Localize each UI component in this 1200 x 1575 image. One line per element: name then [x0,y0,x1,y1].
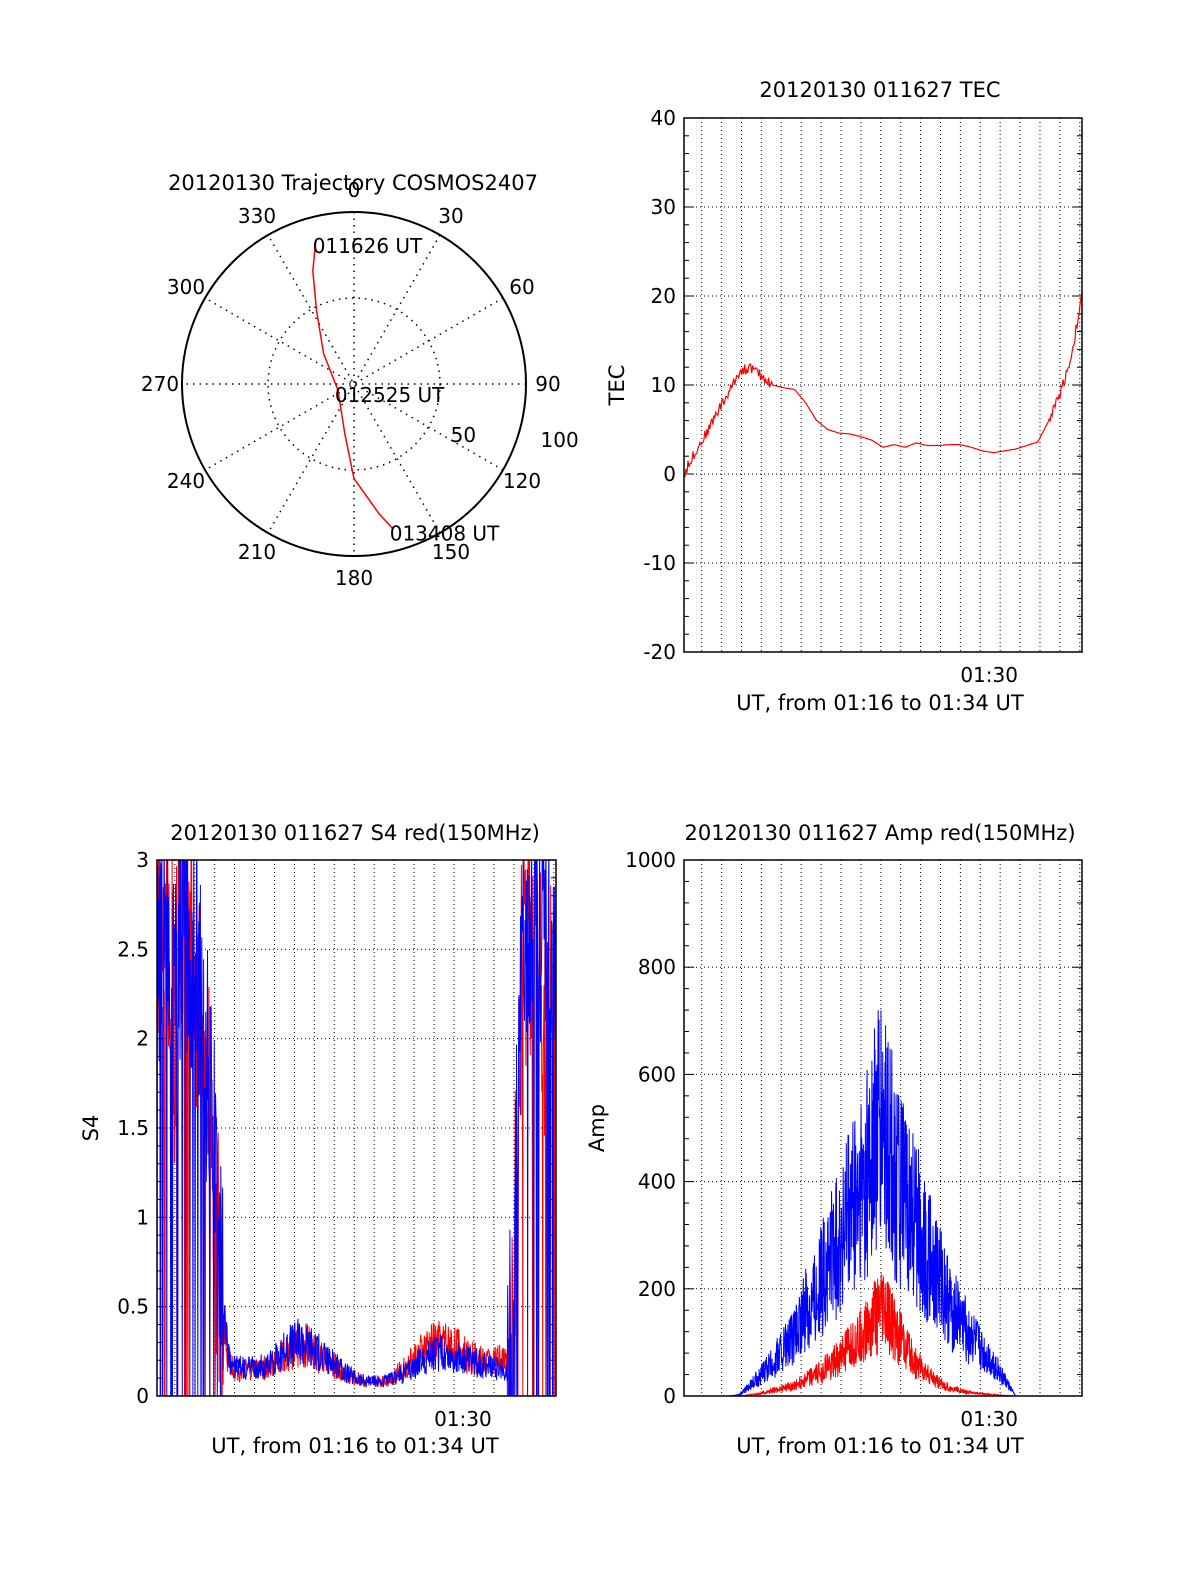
y-tick-label: 3 [136,848,149,872]
s4-xlabel: UT, from 01:16 to 01:34 UT [211,1434,499,1458]
series-red-line [684,291,1082,479]
polar-angle-label: 150 [432,540,470,564]
plot-data [157,860,556,1396]
y-tick-label: 0 [663,462,676,486]
s4-panel: 20120130 011627 S4 red(150MHz) S4 UT, fr… [79,821,557,1458]
y-tick-label: 2.5 [117,937,149,961]
tec-ylabel: TEC [605,365,629,407]
polar-time-annotation: 011626 UT [313,234,423,258]
y-tick-label: -20 [643,640,676,664]
y-tick-label: 2 [136,1027,149,1051]
y-tick-label: 0 [663,1384,676,1408]
polar-angle-label: 300 [167,275,205,299]
y-tick-label: 40 [651,106,676,130]
polar-angle-label: 60 [509,275,534,299]
polar-angle-label: 270 [141,372,179,396]
x-tick-label: 01:30 [960,1407,1018,1431]
y-tick-label: 400 [638,1170,676,1194]
amp-title: 20120130 011627 Amp red(150MHz) [684,821,1075,845]
tec-xlabel: UT, from 01:16 to 01:34 UT [736,691,1024,715]
amp-panel: 20120130 011627 Amp red(150MHz) Amp UT, … [585,821,1083,1458]
series-blue-line [684,1010,1082,1396]
tec-panel: 20120130 011627 TEC TEC UT, from 01:16 t… [605,78,1083,715]
y-tick-label: 800 [638,955,676,979]
x-tick-label: 01:30 [434,1407,492,1431]
y-tick-label: 1 [136,1205,149,1229]
y-tick-label: 0.5 [117,1295,149,1319]
polar-trajectory-line [312,241,394,530]
series-red-line [684,1273,1082,1396]
y-tick-label: 600 [638,1062,676,1086]
y-tick-label: 200 [638,1277,676,1301]
series-blue-line [157,860,556,1396]
plot-frame [683,117,1083,653]
polar-grid [181,211,527,557]
polar-title: 20120130 Trajectory COSMOS2407 [168,171,538,195]
polar-angle-label: 210 [238,540,276,564]
polar-angle-label: 0 [348,178,361,202]
polar-grid-spoke [204,297,504,471]
y-tick-label: -10 [643,551,676,575]
tec-title: 20120130 011627 TEC [759,78,1000,102]
plot-frame [683,859,1083,1397]
polar-annotations: 011626 UT 012525 UT 013408 UT [313,234,500,545]
polar-angle-label: 240 [167,469,205,493]
polar-radius-label: 50 [451,423,476,447]
y-tick-label: 20 [651,284,676,308]
plot-data [684,291,1082,479]
y-tick-label: 0 [136,1384,149,1408]
polar-trajectory-panel: 20120130 Trajectory COSMOS2407 0 30 60 90 12… [141,171,579,590]
s4-ylabel: S4 [79,1115,103,1142]
x-tick-label: 01:30 [960,663,1018,687]
polar-time-annotation: 012525 UT [335,383,445,407]
plot-frame [156,859,557,1397]
y-tick-label: 1000 [625,848,676,872]
polar-angle-label: 30 [438,204,463,228]
y-tick-label: 30 [651,195,676,219]
y-tick-label: 10 [651,373,676,397]
plot-data [684,1010,1082,1396]
amp-xlabel: UT, from 01:16 to 01:34 UT [736,1434,1024,1458]
polar-radius-labels: 50 100 [451,423,579,452]
polar-angle-label: 330 [238,204,276,228]
polar-grid-spoke [267,234,441,534]
polar-grid-spoke [267,234,441,534]
y-tick-label: 1.5 [117,1116,149,1140]
polar-angle-labels: 0 30 60 90 120 150 180 210 240 270 300 330 [141,178,561,590]
s4-title: 20120130 011627 S4 red(150MHz) [170,821,540,845]
polar-angle-label: 120 [503,469,541,493]
polar-time-annotation: 013408 UT [390,522,500,546]
amp-ylabel: Amp [585,1104,609,1152]
polar-trajectory-series [312,241,394,530]
polar-radius-label: 100 [541,428,579,452]
polar-grid-spoke [204,297,504,471]
polar-angle-label: 90 [535,372,560,396]
polar-angle-label: 180 [335,566,373,590]
